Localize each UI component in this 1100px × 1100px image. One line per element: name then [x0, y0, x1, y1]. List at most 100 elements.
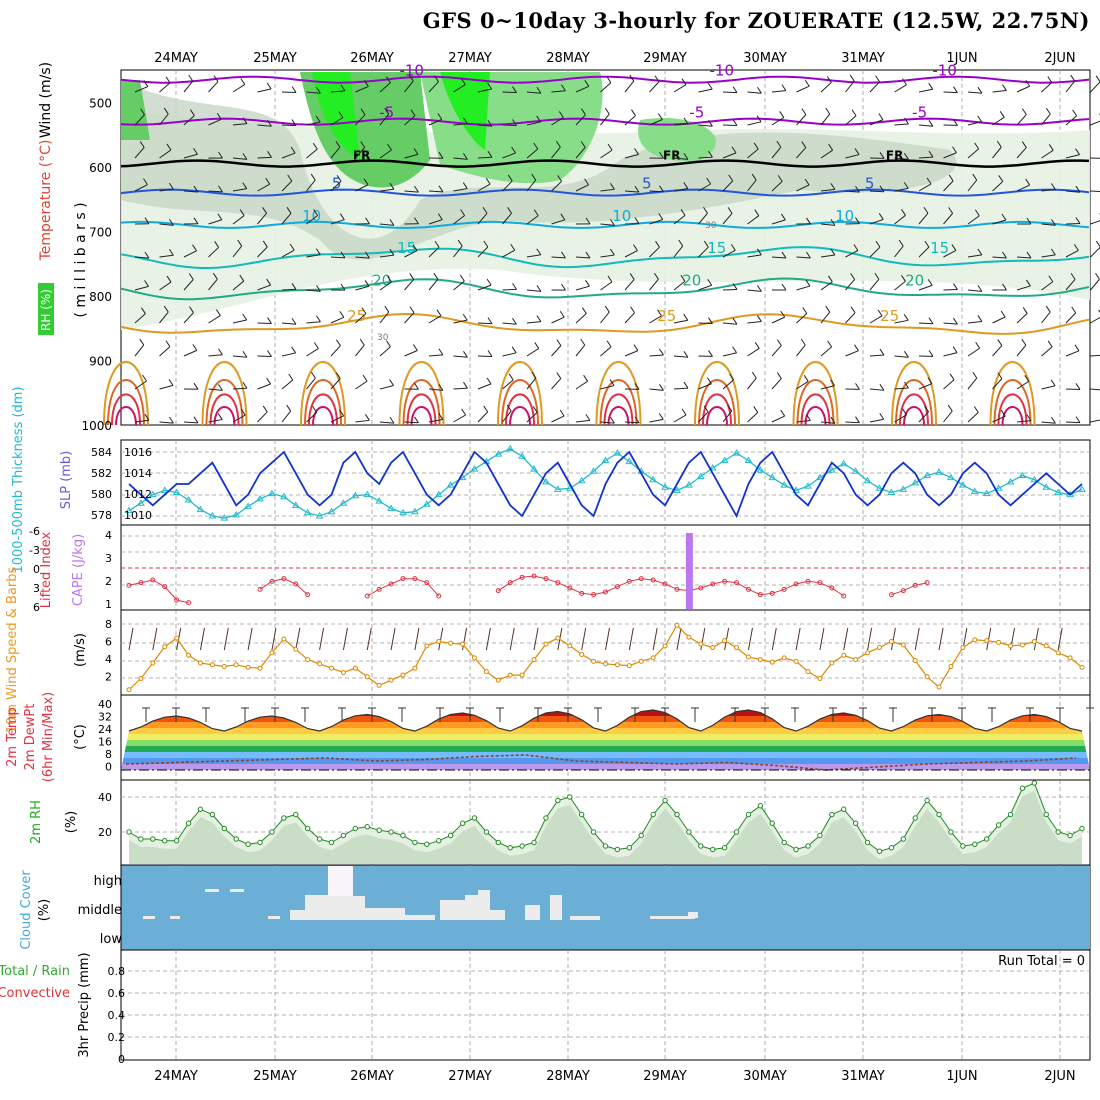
wind10m-barb [771, 627, 777, 651]
barb-flag [218, 348, 223, 356]
barb-flag [144, 251, 150, 259]
barb [281, 212, 292, 225]
wind10m-barb [509, 627, 515, 651]
wind10m-tick: 4 [105, 653, 112, 666]
warm-contour [804, 406, 827, 426]
thickness-point [160, 486, 169, 493]
barb-flag [1001, 213, 1007, 221]
barb [698, 322, 713, 325]
barb [1016, 344, 1027, 357]
wind10m-point [329, 665, 335, 671]
barb-flag [240, 78, 246, 85]
barb [894, 319, 909, 324]
barb [673, 123, 688, 126]
rh-point [1067, 832, 1073, 839]
barb [453, 84, 466, 93]
barb [134, 344, 145, 357]
lifted-index-point [817, 580, 823, 586]
wind10m-barb [295, 627, 301, 651]
wind10m-point [424, 643, 430, 649]
rh-point [674, 811, 680, 818]
wind10m-point [591, 658, 597, 664]
rh-point [400, 832, 406, 839]
barb-flag [972, 371, 978, 379]
barb-flag [410, 109, 416, 116]
barb-flag [830, 379, 836, 386]
barb-flag [977, 86, 983, 94]
barb-flag [389, 416, 395, 424]
lifted-index-point [293, 581, 299, 587]
barb-flag [363, 80, 369, 87]
temperature-label: Temperature (°C) [38, 140, 54, 262]
barb-flag [291, 283, 297, 290]
barb-flag [339, 213, 345, 220]
barb [257, 355, 272, 358]
barb-flag [757, 315, 762, 322]
barb-flag [266, 82, 272, 90]
barb-flag [262, 207, 267, 214]
barb [649, 418, 664, 423]
barb [698, 88, 713, 93]
cape-tick: 3 [105, 552, 112, 565]
barb [820, 385, 835, 390]
wind10m-point [162, 644, 168, 650]
barb [404, 250, 418, 258]
wind10m-point [281, 636, 287, 642]
barb [257, 322, 272, 325]
thickness-point [1078, 485, 1086, 492]
barb [624, 190, 639, 193]
barb-flag [1022, 307, 1028, 314]
rh-point [1043, 811, 1049, 818]
isotherm-label: 20 [682, 271, 701, 289]
barb [967, 179, 978, 192]
barb [624, 80, 635, 93]
rh-point [1007, 811, 1014, 818]
barb-flag [681, 78, 687, 85]
barb [575, 184, 589, 192]
wind10m-point [150, 660, 156, 666]
barb [502, 152, 516, 159]
barb-flag [781, 283, 787, 291]
barb [183, 115, 195, 126]
barb-flag [904, 117, 909, 125]
barb-flag [217, 213, 223, 221]
barb-flag [315, 248, 321, 255]
barb [575, 380, 588, 390]
wind10m-point [924, 674, 930, 680]
date-label-top: 30MAY [743, 51, 787, 66]
slp-tick: 1010 [124, 509, 152, 522]
barb [1065, 312, 1077, 324]
lifted-index-point [888, 592, 894, 598]
barb [943, 352, 958, 357]
barb-flag [827, 275, 833, 283]
barb-flag [286, 404, 292, 412]
precip-tick: 0.2 [108, 1031, 126, 1044]
lifted-index-point [841, 593, 847, 599]
barb-flag [413, 148, 419, 155]
rh-point [519, 843, 525, 849]
cloud-block [570, 916, 600, 920]
barb [306, 321, 321, 324]
barb-flag [683, 351, 689, 358]
barb [1016, 313, 1028, 324]
temp-unit: (°C) [73, 724, 88, 750]
barb-flag [365, 217, 370, 225]
barb [747, 215, 760, 225]
barb [551, 378, 562, 390]
wind10m-point [317, 661, 323, 667]
barb [526, 179, 537, 192]
barb [1016, 380, 1030, 390]
barb-flag [877, 309, 883, 317]
barb [379, 346, 391, 357]
barb-flag [266, 278, 272, 286]
barb-flag [316, 285, 321, 292]
barb-flag [536, 315, 542, 322]
temp-tick: 0 [105, 761, 112, 774]
rh-point [364, 824, 370, 830]
rh-point [876, 848, 883, 854]
wind10m-barb [938, 627, 944, 651]
barb [134, 380, 147, 390]
barb-flag [776, 140, 782, 148]
barb-flag [609, 183, 615, 190]
barb-flag [902, 408, 907, 416]
